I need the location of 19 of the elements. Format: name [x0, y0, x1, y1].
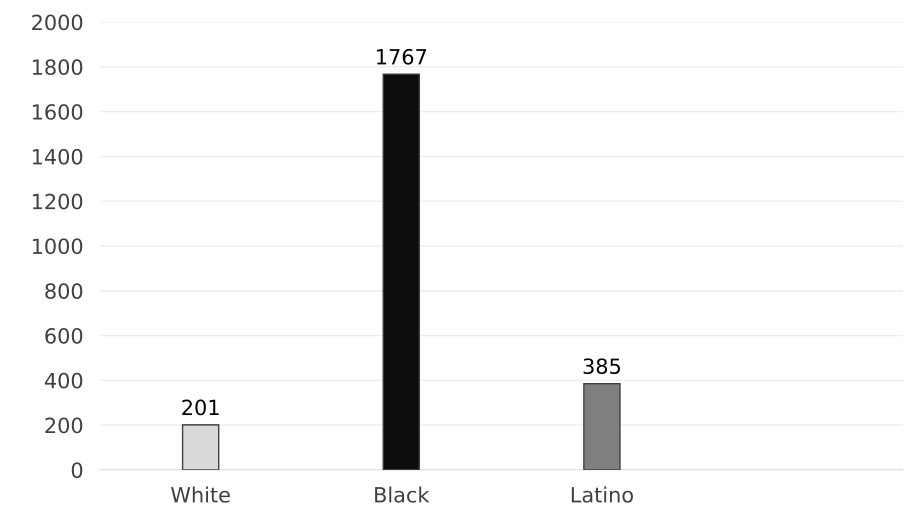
x-tick-label: Black — [375, 486, 430, 503]
y-tick-label: 1800 — [32, 59, 82, 76]
y-tick-label: 200 — [45, 418, 82, 434]
data-label: 1767 — [377, 48, 426, 65]
y-tick-label: 1200 — [32, 194, 82, 210]
y-tick-label: 1000 — [32, 238, 82, 254]
y-tick-label: 1600 — [32, 104, 82, 120]
y-tick-label: 400 — [44, 372, 82, 389]
y-tick-label: 2000 — [32, 14, 82, 30]
bar — [382, 74, 420, 470]
data-label: 385 — [584, 358, 620, 374]
data-label: 201 — [182, 400, 219, 416]
bar — [583, 382, 621, 470]
y-tick-label: 0 — [72, 462, 82, 478]
y-tick-label: 800 — [45, 283, 82, 299]
y-tick-label: 600 — [45, 328, 82, 344]
x-tick-label: White — [171, 486, 230, 503]
y-tick-label: 1400 — [32, 148, 82, 165]
x-tick-label: Latino — [572, 486, 633, 503]
